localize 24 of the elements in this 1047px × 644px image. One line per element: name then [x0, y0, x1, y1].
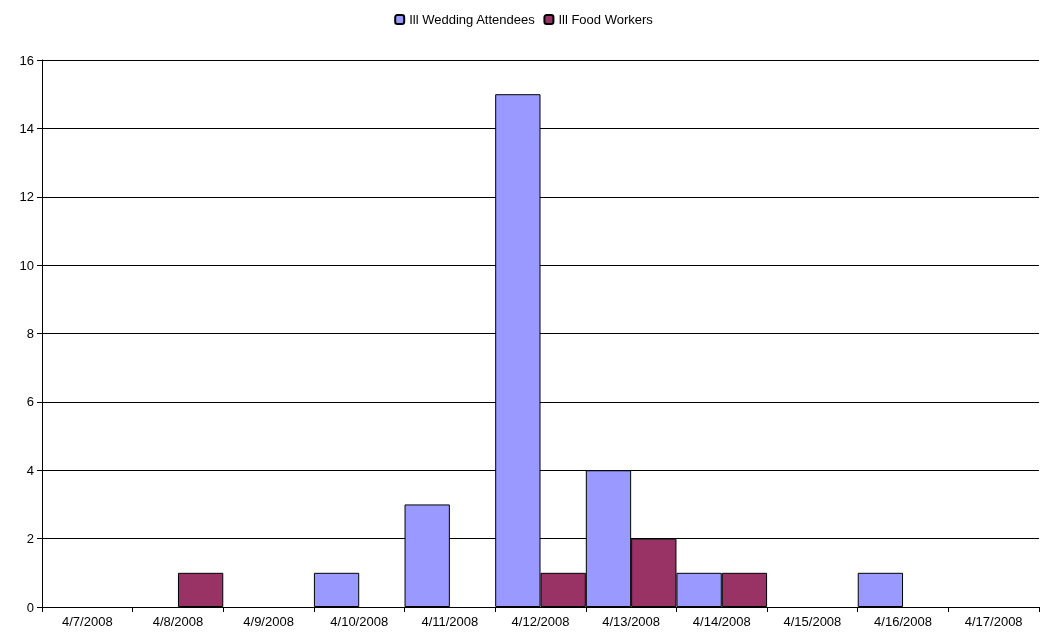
legend-label: Ill Food Workers — [558, 12, 654, 27]
x-tick-label: 4/12/2008 — [511, 614, 570, 629]
y-tick-label: 4 — [26, 462, 34, 478]
y-tick-label: 6 — [26, 394, 34, 410]
legend-label: Ill Wedding Attendees — [409, 12, 536, 27]
y-tick-label: 14 — [19, 120, 34, 136]
x-tick-label: 4/9/2008 — [243, 614, 294, 629]
y-tick-label: 8 — [26, 326, 34, 341]
x-tick-label: 4/13/2008 — [602, 614, 661, 629]
x-tick-label: 4/15/2008 — [783, 614, 842, 629]
x-tick-label: 4/11/2008 — [421, 614, 479, 629]
y-tick-label: 0 — [26, 599, 34, 615]
x-tick-label: 4/8/2008 — [152, 614, 204, 629]
y-tick-label: 16 — [19, 52, 34, 68]
y-tick-label: 2 — [26, 531, 34, 547]
x-tick-label: 4/10/2008 — [330, 614, 389, 629]
x-tick-label: 4/16/2008 — [874, 614, 932, 629]
y-tick-label: 12 — [19, 189, 34, 205]
x-tick-label: 4/7/2008 — [62, 614, 113, 629]
bar — [857, 572, 904, 607]
y-tick-label: 10 — [19, 257, 34, 273]
bar — [177, 572, 224, 607]
x-tick-label: 4/14/2008 — [692, 614, 751, 629]
x-tick-label: 4/17/2008 — [964, 614, 1023, 629]
